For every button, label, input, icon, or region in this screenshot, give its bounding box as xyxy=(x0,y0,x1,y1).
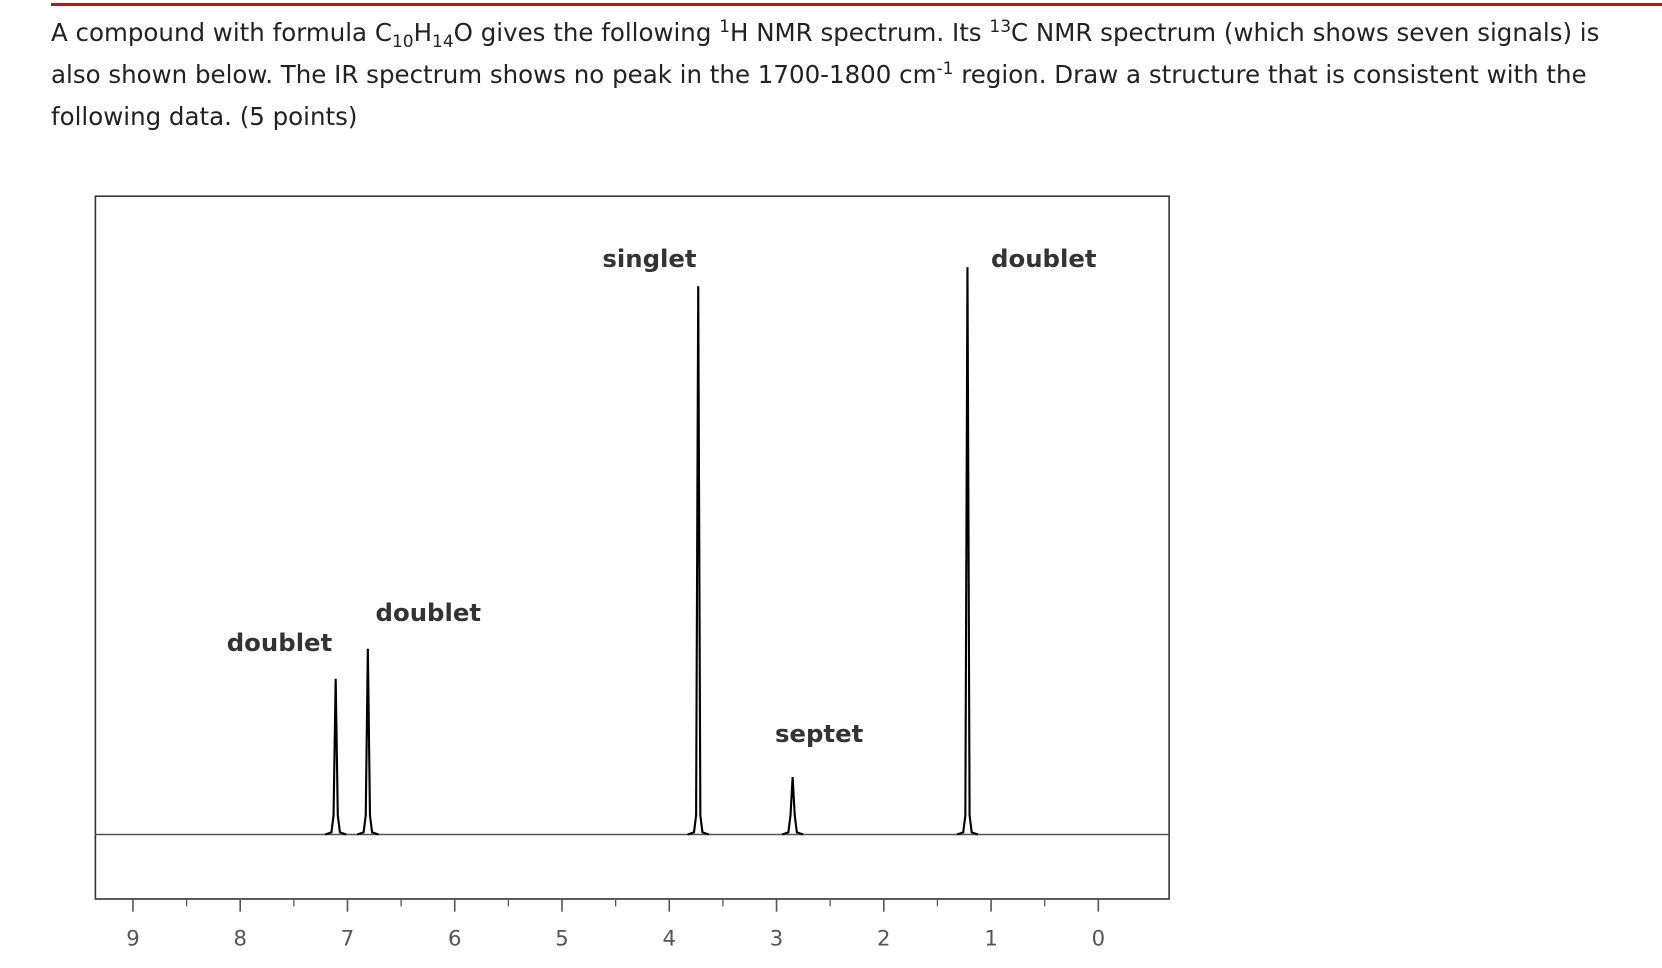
question-text: O gives the following xyxy=(453,18,720,47)
question-text: C NMR spectrum (which shows seven signal… xyxy=(51,18,1600,89)
superscript: 1 xyxy=(719,16,730,37)
subscript: 10 xyxy=(391,31,414,52)
peak-label: doublet xyxy=(376,598,482,627)
superscript: -1 xyxy=(936,58,954,79)
peak xyxy=(687,286,710,836)
top-rule xyxy=(51,3,1662,6)
x-tick-label: 5 xyxy=(555,926,568,951)
x-tick-label: 6 xyxy=(448,926,461,951)
question-text: H xyxy=(413,18,433,47)
peak xyxy=(956,267,979,836)
x-tick-label: 8 xyxy=(233,926,246,951)
x-tick-label: 4 xyxy=(663,926,676,951)
peak xyxy=(324,678,347,836)
question: A compound with formula C10H14O gives th… xyxy=(51,12,1651,138)
peak-label: doublet xyxy=(991,244,1097,273)
x-tick-label: 7 xyxy=(341,926,354,951)
x-tick-label: 9 xyxy=(126,926,139,951)
question-text: H NMR spectrum. Its xyxy=(729,18,990,47)
x-tick-label: 3 xyxy=(770,926,783,951)
question-text: region. Draw a structure that is consist… xyxy=(51,60,1587,131)
question-text: A compound with formula C xyxy=(51,18,392,47)
peak xyxy=(356,648,379,836)
x-tick-label: 1 xyxy=(984,926,997,951)
superscript: 13 xyxy=(989,16,1012,37)
x-tick-label: 2 xyxy=(877,926,890,951)
x-tick-label: 0 xyxy=(1092,926,1105,951)
peak xyxy=(781,777,804,836)
plot-frame xyxy=(94,195,1170,900)
peak-label: singlet xyxy=(602,244,696,273)
peak-label: doublet xyxy=(227,628,333,657)
peak-label: septet xyxy=(775,719,864,748)
subscript: 14 xyxy=(432,31,454,52)
